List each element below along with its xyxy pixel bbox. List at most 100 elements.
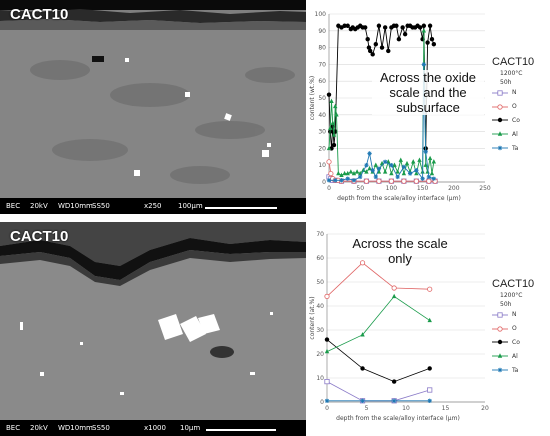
x-tick-label: 15 (442, 405, 450, 412)
series-line-ta (329, 64, 434, 181)
data-point-al (328, 125, 333, 130)
x-tick-label: 5 (365, 405, 369, 412)
data-point-co (386, 48, 391, 54)
y-tick-label: 20 (318, 145, 326, 152)
series-line-co (326, 339, 430, 383)
legend-title: CACT10 (492, 278, 535, 290)
data-point-al (431, 159, 437, 164)
composition-chart-top: 0 10 20 30 40 50 60 70 80 90 100 0 50 100 150 200 250 co… (309, 11, 491, 202)
y-tick-label: 70 (318, 61, 326, 68)
data-point-co (376, 23, 382, 28)
legend-swatch (492, 353, 508, 358)
data-point-ta (351, 178, 357, 183)
data-point-ta (370, 168, 375, 173)
data-point-al (398, 157, 403, 162)
chart-annotation: Across the scale only (352, 236, 448, 266)
magnification: x250 (144, 202, 162, 210)
data-point-ta (389, 163, 394, 168)
legend-item-n: N (492, 308, 534, 322)
data-point-co (367, 48, 373, 54)
chart-axes (326, 234, 485, 403)
accelerating-voltage: 20kV (30, 424, 48, 432)
y-axis-label: content (wt.%) (309, 76, 316, 120)
data-point-o (426, 178, 432, 184)
data-point-al (348, 169, 354, 174)
y-tick-label: 70 (316, 231, 324, 238)
data-point-co (429, 37, 435, 42)
data-point-co (362, 25, 368, 30)
working-distance: WD10mm (58, 424, 93, 432)
series-line-al (326, 295, 430, 352)
data-point-ta (414, 168, 419, 173)
data-point-al (364, 169, 369, 174)
data-point-o (388, 178, 395, 184)
legend-swatch (492, 312, 508, 318)
data-point-ta (407, 171, 413, 176)
data-point-ta (391, 398, 397, 403)
sem-image-bottom (0, 222, 306, 436)
x-tick-label: 50 (356, 185, 364, 192)
legend-item-ta: Ta (492, 363, 534, 377)
chart-ticks: 0 10 20 30 40 50 60 70 0 5 10 15 20 (316, 231, 489, 412)
legend-item-ta: Ta (492, 141, 534, 155)
data-point-ta (421, 62, 427, 67)
legend-label: Ta (512, 366, 519, 374)
scale-value: 10µm (180, 424, 201, 432)
spot-size: SS50 (92, 424, 110, 432)
y-tick-label: 0 (322, 179, 326, 186)
data-point-ta (324, 398, 330, 403)
data-point-al (360, 332, 365, 337)
data-point-al (336, 170, 341, 176)
data-point-co (400, 25, 405, 30)
legend-item-n: N (492, 86, 534, 100)
y-tick-label: 0 (320, 399, 324, 406)
data-point-o (326, 159, 332, 165)
magnification: x1000 (144, 424, 166, 432)
data-point-co (396, 37, 402, 42)
series-n (324, 378, 433, 404)
data-point-al (391, 293, 397, 299)
data-point-al (331, 132, 337, 137)
data-point-ta (333, 178, 338, 183)
data-point-al (423, 162, 428, 167)
data-point-co (421, 23, 427, 28)
data-point-co (427, 366, 432, 371)
scale-bar (205, 207, 277, 209)
series-al (324, 293, 432, 354)
series-ta (324, 398, 432, 403)
legend-item-al: Al (492, 349, 534, 363)
data-point-co (417, 25, 423, 30)
data-point-o (427, 286, 433, 292)
data-point-al (395, 169, 400, 174)
chart-legend-top: CACT10 1200°C 50h N O Co Al Ta (492, 56, 534, 155)
data-point-ta (339, 178, 344, 183)
data-point-co (365, 37, 370, 42)
x-tick-label: 20 (481, 405, 489, 412)
y-tick-label: 80 (318, 45, 326, 52)
data-point-co (373, 42, 378, 47)
legend-label: Al (512, 130, 518, 138)
data-point-al (351, 170, 357, 176)
data-point-ta (426, 174, 432, 180)
sem-micrograph-top: CACT10 BEC 20kV WD10mm SS50 x250 100µm (0, 0, 306, 214)
data-point-o (359, 260, 366, 266)
data-point-al (427, 317, 432, 323)
data-point-ta (345, 176, 350, 181)
legend-swatch (492, 131, 508, 136)
data-point-co (326, 92, 332, 97)
y-tick-label: 60 (318, 78, 326, 85)
series-line-n (326, 381, 430, 402)
legend-item-o: O (492, 322, 534, 336)
sem-image-top (0, 0, 306, 214)
data-point-o (328, 171, 334, 177)
data-point-co (342, 23, 347, 28)
data-point-ta (364, 163, 369, 168)
data-point-al (417, 157, 422, 162)
y-axis-label: content (at.%) (309, 296, 316, 339)
chart-series (326, 23, 438, 184)
data-point-co (360, 366, 365, 371)
data-point-co (370, 52, 375, 57)
x-tick-label: 10 (402, 405, 410, 412)
legend-swatch (492, 367, 508, 373)
data-point-al (411, 159, 416, 164)
